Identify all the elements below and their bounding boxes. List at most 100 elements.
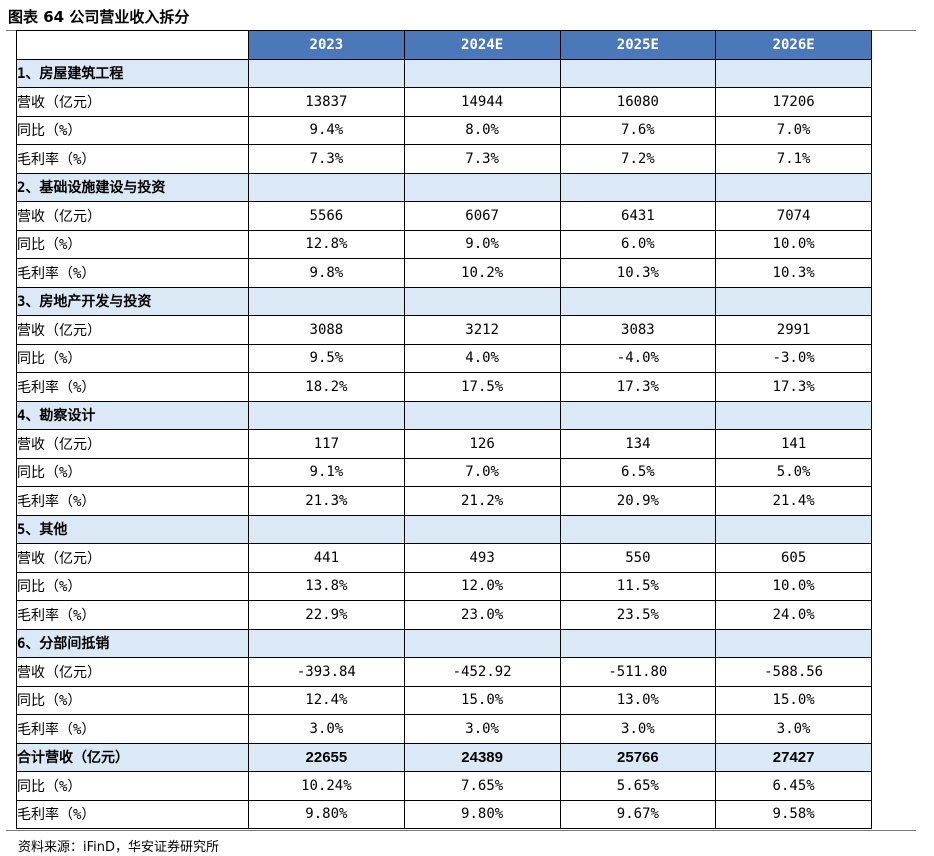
table-row: 营收（亿元） 441 493 550 605	[16, 543, 872, 573]
section-header-row: 1、房屋建筑工程	[16, 58, 872, 88]
table-row: 营收（亿元） 13837 14944 16080 17206	[16, 87, 872, 117]
row-label: 毛利率（%）	[16, 372, 249, 402]
section-empty-cell	[559, 286, 717, 316]
value-cell: 7.2%	[559, 144, 717, 174]
value-cell: 9.0%	[403, 229, 561, 259]
value-cell: 22.9%	[248, 600, 405, 630]
total-row: 合计营收（亿元） 22655 24389 25766 27427	[16, 742, 872, 772]
header-cell-2024e: 2024E	[403, 30, 561, 60]
table-row: 营收（亿元） -393.84 -452.92 -511.80 -588.56	[16, 657, 872, 687]
table-row: 同比（%） 9.1% 7.0% 6.5% 5.0%	[16, 457, 872, 487]
row-label: 毛利率（%）	[16, 144, 249, 174]
value-cell: 21.4%	[715, 486, 872, 516]
value-cell: 5566	[248, 201, 405, 231]
value-cell: 8.0%	[403, 115, 561, 145]
value-cell: 10.0%	[715, 229, 872, 259]
value-cell: 2991	[715, 315, 872, 345]
value-cell: 7.65%	[403, 771, 561, 801]
section-empty-cell	[715, 172, 872, 202]
value-cell: 18.2%	[248, 372, 405, 402]
value-cell: 16080	[559, 87, 717, 117]
value-cell: 13.0%	[559, 685, 717, 715]
value-cell: 7.0%	[403, 457, 561, 487]
section-header-row: 4、勘察设计	[16, 400, 872, 430]
section-label: 1、房屋建筑工程	[16, 58, 249, 88]
table-row: 同比（%） 10.24% 7.65% 5.65% 6.45%	[16, 771, 872, 801]
value-cell: 7.0%	[715, 115, 872, 145]
value-cell: 9.58%	[715, 799, 872, 829]
row-label: 毛利率（%）	[16, 486, 249, 516]
value-cell: 134	[559, 429, 717, 459]
table-row: 毛利率（%） 3.0% 3.0% 3.0% 3.0%	[16, 714, 872, 744]
section-empty-cell	[403, 514, 561, 544]
value-cell: 21.2%	[403, 486, 561, 516]
value-cell: 3.0%	[715, 714, 872, 744]
section-empty-cell	[715, 628, 872, 658]
value-cell: 117	[248, 429, 405, 459]
row-label: 同比（%）	[16, 685, 249, 715]
table-row: 毛利率（%） 21.3% 21.2% 20.9% 21.4%	[16, 486, 872, 516]
row-label: 同比（%）	[16, 571, 249, 601]
row-label: 毛利率（%）	[16, 714, 249, 744]
total-value-cell: 22655	[248, 742, 405, 772]
value-cell: 10.2%	[403, 258, 561, 288]
value-cell: 12.0%	[403, 571, 561, 601]
value-cell: 6067	[403, 201, 561, 231]
section-empty-cell	[248, 400, 405, 430]
section-empty-cell	[715, 514, 872, 544]
section-empty-cell	[248, 286, 405, 316]
total-value-cell: 24389	[403, 742, 561, 772]
table-row: 同比（%） 9.4% 8.0% 7.6% 7.0%	[16, 115, 872, 145]
row-label: 同比（%）	[16, 771, 249, 801]
value-cell: 3.0%	[248, 714, 405, 744]
row-label: 同比（%）	[16, 115, 249, 145]
value-cell: 126	[403, 429, 561, 459]
table-row: 同比（%） 9.5% 4.0% -4.0% -3.0%	[16, 343, 872, 373]
table-row: 毛利率（%） 7.3% 7.3% 7.2% 7.1%	[16, 144, 872, 174]
section-label: 4、勘察设计	[16, 400, 249, 430]
row-label: 营收（亿元）	[16, 543, 249, 573]
value-cell: 9.8%	[248, 258, 405, 288]
total-value-cell: 27427	[715, 742, 872, 772]
value-cell: 3212	[403, 315, 561, 345]
value-cell: -511.80	[559, 657, 717, 687]
row-label: 同比（%）	[16, 457, 249, 487]
section-empty-cell	[248, 172, 405, 202]
section-empty-cell	[403, 58, 561, 88]
value-cell: 17.3%	[559, 372, 717, 402]
header-cell-2023: 2023	[248, 30, 405, 60]
value-cell: 9.4%	[248, 115, 405, 145]
table-row: 毛利率（%） 22.9% 23.0% 23.5% 24.0%	[16, 600, 872, 630]
row-label: 同比（%）	[16, 343, 249, 373]
section-empty-cell	[403, 400, 561, 430]
section-empty-cell	[559, 400, 717, 430]
value-cell: -393.84	[248, 657, 405, 687]
section-empty-cell	[559, 172, 717, 202]
value-cell: 7.6%	[559, 115, 717, 145]
value-cell: -3.0%	[715, 343, 872, 373]
table-row: 营收（亿元） 5566 6067 6431 7074	[16, 201, 872, 231]
section-label: 3、房地产开发与投资	[16, 286, 249, 316]
table-row: 毛利率（%） 9.80% 9.80% 9.67% 9.58%	[16, 799, 872, 829]
value-cell: 17.5%	[403, 372, 561, 402]
total-label: 合计营收（亿元）	[16, 742, 249, 772]
value-cell: -588.56	[715, 657, 872, 687]
value-cell: 3083	[559, 315, 717, 345]
table-row: 毛利率（%） 9.8% 10.2% 10.3% 10.3%	[16, 258, 872, 288]
source-note: 资料来源：iFinD，华安证券研究所	[18, 840, 220, 855]
header-cell-2025e: 2025E	[559, 30, 717, 60]
row-label: 营收（亿元）	[16, 429, 249, 459]
section-empty-cell	[403, 172, 561, 202]
header-cell-label	[16, 30, 249, 60]
source-divider	[6, 830, 916, 831]
value-cell: 13837	[248, 87, 405, 117]
value-cell: 3.0%	[403, 714, 561, 744]
value-cell: 9.67%	[559, 799, 717, 829]
section-empty-cell	[248, 58, 405, 88]
section-header-row: 6、分部间抵销	[16, 628, 872, 658]
section-empty-cell	[559, 58, 717, 88]
value-cell: 11.5%	[559, 571, 717, 601]
value-cell: 23.0%	[403, 600, 561, 630]
row-label: 营收（亿元）	[16, 657, 249, 687]
table-row: 同比（%） 13.8% 12.0% 11.5% 10.0%	[16, 571, 872, 601]
